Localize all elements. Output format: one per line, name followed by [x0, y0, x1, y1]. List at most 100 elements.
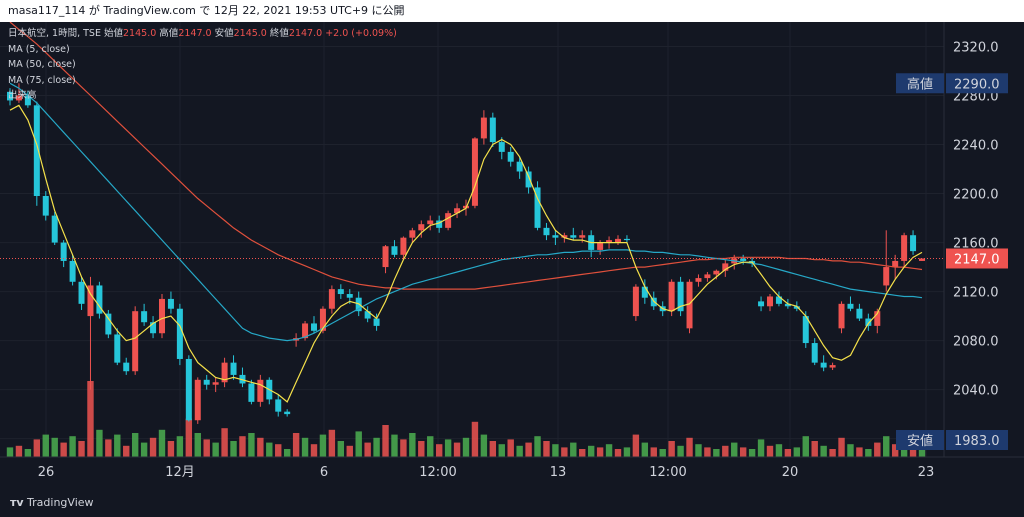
candle-body — [409, 230, 416, 238]
volume-bar — [87, 381, 94, 457]
candle-body — [767, 296, 773, 307]
candle-body — [176, 308, 183, 359]
candle-body — [668, 281, 675, 312]
volume-bar — [471, 421, 479, 457]
current-badge-value: 2147.0 — [954, 252, 1000, 267]
candle-body — [132, 311, 139, 372]
price-badges: 高値 2290.0 2147.0 安値 1983.0 — [0, 73, 1008, 450]
tradingview-logo-icon: ᴛᴠ — [10, 496, 24, 509]
price-axis: 2320.0 2280.0 2240.0 2200.0 2160.0 2120.0 2080… — [953, 41, 999, 448]
volume-bar — [140, 442, 148, 457]
volume-bar — [266, 442, 273, 457]
volume-bar — [543, 441, 550, 457]
volume-bar — [668, 441, 675, 457]
candle-body — [507, 151, 514, 162]
candle-body — [722, 263, 729, 271]
time-axis: 26 12月 6 12:00 13 12:00 20 23 — [38, 465, 935, 480]
volume-bar — [748, 449, 756, 457]
volume-bar — [766, 445, 774, 457]
legend-volume[interactable]: 出来高 — [8, 90, 37, 101]
volume-bar — [784, 449, 792, 457]
high-badge-label-bg — [896, 73, 944, 94]
y-tick-label: 2320.0 — [953, 41, 999, 56]
candle-body — [159, 298, 165, 334]
candle-body — [275, 399, 282, 412]
candle-body — [793, 306, 800, 309]
volume-bar — [418, 441, 425, 457]
volume-bar — [507, 439, 514, 457]
candle-body — [382, 246, 389, 268]
high-badge-label: 高値 — [907, 76, 933, 92]
brand-label: TradingView — [27, 496, 94, 509]
candle-body — [597, 242, 604, 250]
volume-bar — [382, 425, 389, 457]
candle-body — [865, 318, 872, 326]
candle-body — [319, 308, 326, 331]
legend-ma75[interactable]: MA (75, close) — [8, 74, 76, 86]
volume-bar — [42, 434, 49, 457]
candle-body — [391, 246, 398, 255]
volume-bar — [364, 442, 371, 457]
volume-bar — [409, 433, 416, 457]
candle-body — [686, 281, 693, 329]
legend-open-label: 始値 — [104, 28, 124, 39]
volume-bar — [96, 429, 103, 457]
candle-body — [534, 187, 541, 228]
volume-bar — [820, 445, 827, 457]
volume-bar — [310, 444, 318, 457]
candle-body — [883, 267, 890, 286]
volume-bar — [248, 433, 255, 457]
volume-bar — [149, 437, 157, 457]
volume-bar — [462, 437, 470, 457]
candle-body — [364, 311, 371, 319]
legend-ma5[interactable]: MA (5, close) — [8, 43, 70, 55]
candle-body — [471, 138, 478, 206]
volume-bar — [883, 436, 890, 457]
candle-body — [346, 294, 353, 298]
candle-body — [740, 258, 747, 261]
volume-bar — [498, 444, 505, 457]
volume-bar — [587, 445, 595, 457]
candle-body — [248, 383, 255, 402]
volume-bar — [704, 447, 711, 457]
candle-body — [704, 274, 711, 279]
candle-body — [445, 213, 452, 228]
volume-bar — [650, 447, 657, 457]
candle-body — [87, 285, 94, 317]
volume-bar — [355, 431, 362, 457]
candle-body — [543, 227, 550, 236]
candle-body — [141, 311, 148, 323]
volume-bar — [695, 444, 702, 457]
legend-low: 2145.0 — [233, 28, 267, 39]
candle-body — [784, 303, 791, 307]
candle-body — [311, 323, 317, 331]
x-tick-label: 12:00 — [649, 465, 686, 480]
volume-bar — [346, 445, 353, 457]
tradingview-brand[interactable]: ᴛᴠ TradingView — [10, 496, 94, 509]
high-badge-value: 2290.0 — [954, 77, 1000, 92]
volume-bar — [856, 447, 863, 457]
candle-body — [167, 298, 174, 309]
price-chart[interactable]: 2320.0 2280.0 2240.0 2200.0 2160.0 2120.0 2080… — [0, 22, 1024, 496]
candle-body — [874, 311, 881, 326]
candle-body — [105, 313, 112, 335]
candle-body — [194, 379, 201, 421]
y-tick-label: 2280.0 — [953, 90, 999, 105]
volume-bar — [641, 442, 649, 457]
legend-ma50[interactable]: MA (50, close) — [8, 59, 76, 70]
volume-bars — [6, 381, 926, 457]
candle-body — [337, 289, 344, 295]
volume-bar — [677, 445, 684, 457]
y-tick-label: 2040.0 — [953, 384, 999, 399]
volume-bar — [60, 442, 67, 457]
volume-bar — [400, 439, 407, 457]
candle-body — [302, 323, 309, 339]
volume-bar — [194, 433, 201, 457]
candle-body — [838, 303, 845, 329]
volume-bar — [570, 442, 577, 457]
volume-bar — [757, 439, 765, 457]
volume-bar — [731, 442, 738, 457]
candle-body — [185, 358, 192, 421]
volume-bar — [453, 442, 461, 457]
